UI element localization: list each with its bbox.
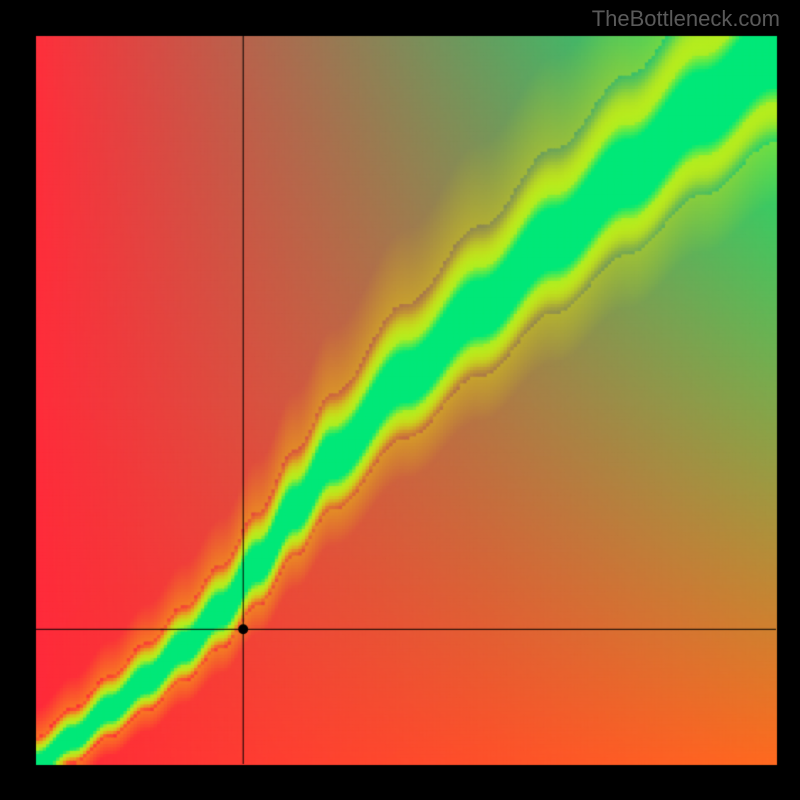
bottleneck-heatmap — [0, 0, 800, 800]
chart-container: TheBottleneck.com — [0, 0, 800, 800]
watermark-text: TheBottleneck.com — [592, 6, 780, 32]
